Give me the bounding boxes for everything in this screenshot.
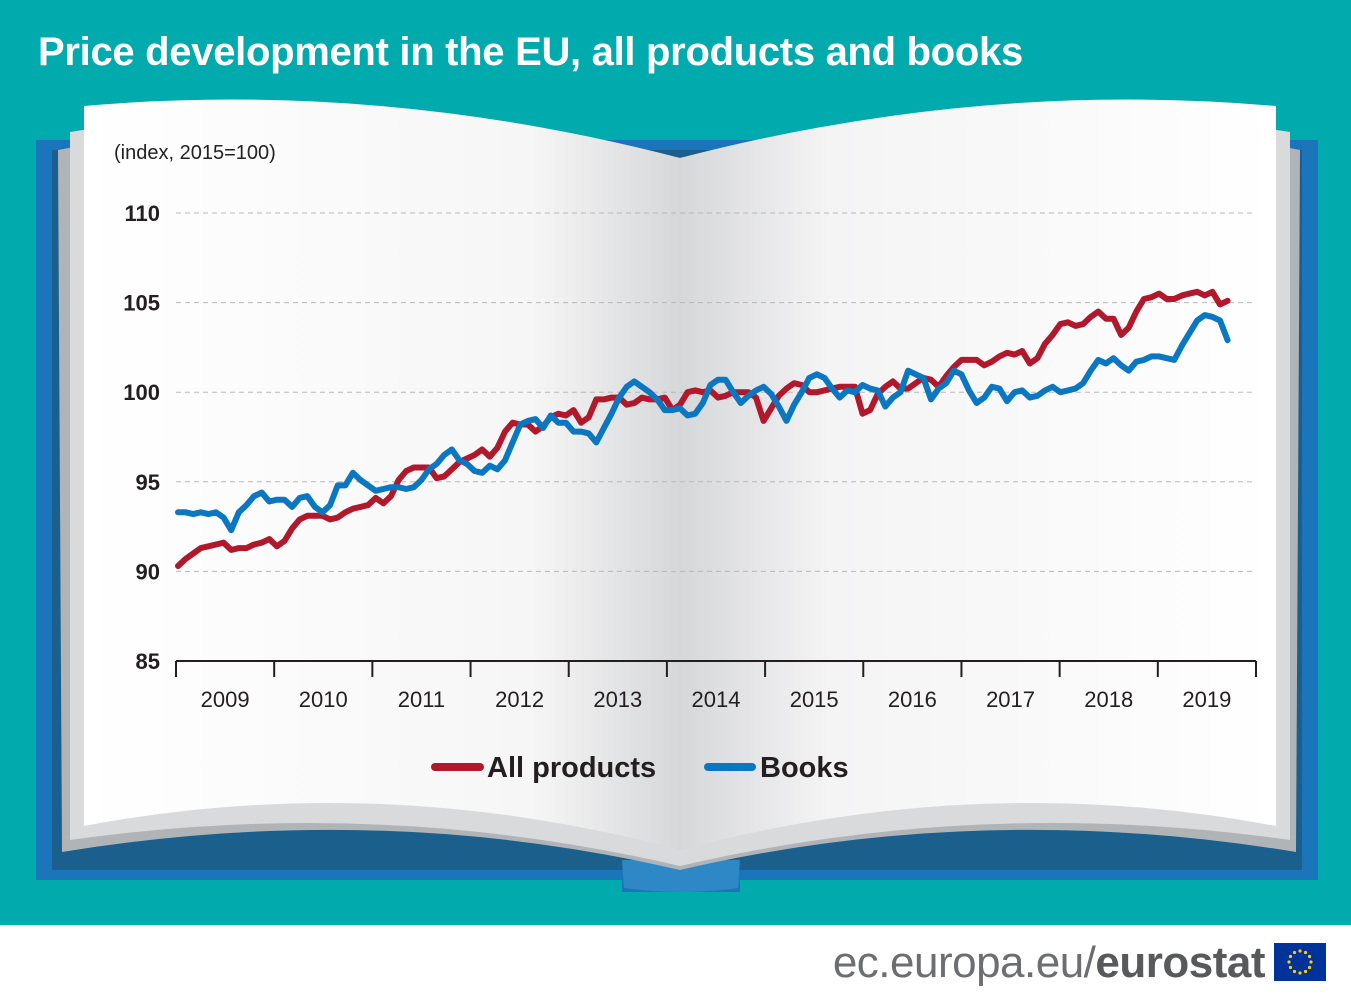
footer-brand: eurostat xyxy=(1095,938,1265,987)
y-tick-label: 95 xyxy=(136,470,160,495)
x-tick-label: 2011 xyxy=(398,687,445,712)
x-tick-label: 2019 xyxy=(1182,687,1231,712)
flag-star xyxy=(1288,965,1293,970)
flag-star xyxy=(1298,949,1302,953)
footer-url[interactable]: ec.europa.eu/eurostat xyxy=(832,938,1266,988)
y-tick-label: 85 xyxy=(136,649,160,674)
x-tick-label: 2012 xyxy=(495,687,544,712)
books-line xyxy=(175,312,1231,534)
y-tick-label: 110 xyxy=(125,201,161,226)
left-page xyxy=(84,99,680,850)
flag-star xyxy=(1307,954,1312,959)
right-page xyxy=(680,99,1276,850)
flag-star xyxy=(1307,965,1312,970)
flag-star xyxy=(1303,969,1308,974)
y-tick-label: 90 xyxy=(136,559,160,584)
books-legend-label: Books xyxy=(760,752,849,784)
x-tick-label: 2015 xyxy=(790,687,839,712)
x-tick-label: 2014 xyxy=(692,687,741,712)
eu-flag-icon xyxy=(1274,943,1326,981)
all-products-line xyxy=(175,288,1231,569)
flag-star xyxy=(1288,954,1293,959)
footer-site: ec.europa.eu/ xyxy=(832,938,1096,987)
y-axis: 85 90 95 100 105 110 xyxy=(123,201,160,674)
all-products-legend-label: All products xyxy=(487,752,656,784)
x-tick-label: 2016 xyxy=(888,687,937,712)
flag-star xyxy=(1298,971,1302,975)
x-tick-label: 2009 xyxy=(201,687,250,712)
x-tick-label: 2017 xyxy=(986,687,1035,712)
plot-area xyxy=(175,288,1231,569)
chart-unit-label: (index, 2015=100) xyxy=(114,142,276,164)
page-title: Price development in the EU, all product… xyxy=(38,30,1023,74)
flag-star xyxy=(1287,960,1291,964)
y-tick-label: 100 xyxy=(123,380,160,405)
legend: All products Books xyxy=(431,752,849,784)
flag-star xyxy=(1292,950,1297,955)
x-tick-label: 2018 xyxy=(1084,687,1133,712)
y-tick-label: 105 xyxy=(123,291,160,316)
x-tick-label: 2010 xyxy=(299,687,348,712)
flag-star xyxy=(1303,950,1308,955)
flag-star xyxy=(1292,969,1297,974)
flag-star xyxy=(1309,960,1313,964)
x-tick-label: 2013 xyxy=(593,687,642,712)
x-axis: 2009 2010 2011 2012 2013 2014 2015 2016 2017 2018… xyxy=(175,661,1257,712)
